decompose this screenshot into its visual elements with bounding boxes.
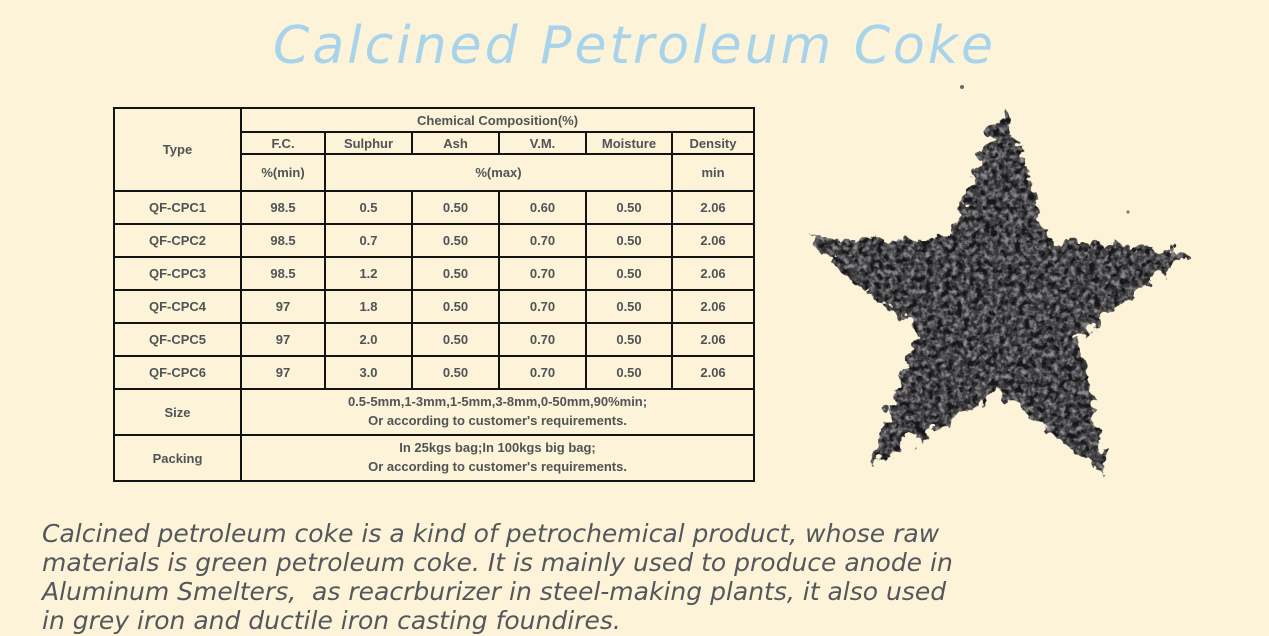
description-line-2: materials is green petroleum coke. It is… (42, 548, 953, 577)
table-body: QF-CPC1 98.5 0.5 0.50 0.60 0.50 2.06 QF-CPC2 98.… (113, 190, 756, 390)
row-value-cell: 0.70 (498, 355, 587, 390)
composition-header-cell: Chemical Composition(%) (239, 107, 756, 133)
row-value-cell: 0.50 (585, 355, 673, 390)
row-value-cell: 2.06 (670, 223, 756, 258)
table-header-row-2: F.C. Sulphur Ash V.M. Moisture Density (114, 131, 756, 155)
table-header-row-1: Type Chemical Composition(%) (113, 107, 756, 192)
column-header-moisture: Moisture (585, 131, 673, 155)
row-type-cell: QF-CPC5 (113, 322, 242, 357)
row-value-cell: 2.06 (670, 355, 756, 390)
column-header-vm: V.M. (498, 131, 587, 155)
row-value-cell: 98.5 (240, 256, 326, 291)
row-value-cell: 0.70 (498, 289, 587, 324)
row-value-cell: 0.50 (585, 322, 673, 357)
unit-min-cell: %(min) (240, 153, 326, 192)
size-row: Size 0.5-5mm,1-3mm,1-5mm,3-8mm,0-50mm,90… (113, 388, 756, 436)
row-value-cell: 0.70 (498, 256, 587, 291)
product-description: Calcined petroleum coke is a kind of pet… (42, 519, 953, 635)
column-header-sulphur: Sulphur (324, 131, 413, 155)
packing-line-2: Or according to customer's requirements. (368, 459, 627, 474)
row-value-cell: 0.50 (585, 223, 673, 258)
table-row: QF-CPC5 97 2.0 0.50 0.70 0.50 2.06 (113, 322, 756, 357)
row-value-cell: 3.0 (324, 355, 413, 390)
spec-table: Type Chemical Composition(%) F.C. Sulphu… (113, 107, 756, 482)
row-value-cell: 0.50 (411, 322, 500, 357)
size-value: 0.5-5mm,1-3mm,1-5mm,3-8mm,0-50mm,90%min;… (239, 388, 756, 436)
row-value-cell: 0.60 (498, 190, 587, 225)
row-value-cell: 98.5 (240, 223, 326, 258)
unit-max-cell: %(max) (324, 153, 673, 192)
size-line-1: 0.5-5mm,1-3mm,1-5mm,3-8mm,0-50mm,90%min; (347, 394, 648, 410)
coke-crumb-speck (960, 85, 964, 89)
row-value-cell: 0.50 (411, 256, 500, 291)
row-value-cell: 0.50 (585, 256, 673, 291)
type-header-cell: Type (113, 107, 242, 192)
packing-label: Packing (113, 434, 242, 482)
packing-value: In 25kgs bag;In 100kgs big bag; Or accor… (239, 434, 756, 482)
description-line-3: Aluminum Smelters, as reacrburizer in st… (42, 577, 947, 606)
coke-star-photo (788, 74, 1200, 526)
row-value-cell: 0.50 (411, 223, 500, 258)
row-value-cell: 0.50 (411, 355, 500, 390)
table-row: QF-CPC2 98.5 0.7 0.50 0.70 0.50 2.06 (113, 223, 756, 258)
size-label: Size (113, 388, 242, 436)
row-value-cell: 2.06 (670, 289, 756, 324)
star-shape (805, 104, 1186, 470)
table-row: QF-CPC1 98.5 0.5 0.50 0.60 0.50 2.06 (113, 190, 756, 225)
row-type-cell: QF-CPC4 (113, 289, 242, 324)
row-value-cell: 97 (240, 355, 326, 390)
column-header-density: Density (670, 131, 756, 155)
row-value-cell: 98.5 (240, 190, 326, 225)
row-value-cell: 0.50 (585, 190, 673, 225)
row-value-cell: 0.70 (498, 223, 587, 258)
row-value-cell: 2.06 (670, 322, 756, 357)
row-value-cell: 2.06 (670, 256, 756, 291)
page-title: Calcined Petroleum Coke (273, 16, 996, 76)
table-row: QF-CPC4 97 1.8 0.50 0.70 0.50 2.06 (113, 289, 756, 324)
row-type-cell: QF-CPC1 (113, 190, 242, 225)
unit-density-cell: min (670, 153, 756, 192)
row-type-cell: QF-CPC6 (113, 355, 242, 390)
row-value-cell: 0.7 (324, 223, 413, 258)
row-value-cell: 97 (240, 289, 326, 324)
description-line-4: in grey iron and ductile iron casting fo… (42, 606, 621, 635)
description-line-1: Calcined petroleum coke is a kind of pet… (42, 519, 940, 548)
row-value-cell: 0.70 (498, 322, 587, 357)
table-header-row-3: %(min) %(max) min (114, 153, 756, 192)
size-line-2: Or according to customer's requirements. (368, 413, 627, 428)
table-row: QF-CPC3 98.5 1.2 0.50 0.70 0.50 2.06 (113, 256, 756, 291)
packing-row: Packing In 25kgs bag;In 100kgs big bag; … (113, 434, 756, 482)
row-value-cell: 0.5 (324, 190, 413, 225)
row-value-cell: 0.50 (585, 289, 673, 324)
row-value-cell: 2.0 (324, 322, 413, 357)
row-value-cell: 1.2 (324, 256, 413, 291)
row-value-cell: 0.50 (411, 289, 500, 324)
table-row: QF-CPC6 97 3.0 0.50 0.70 0.50 2.06 (113, 355, 756, 390)
row-type-cell: QF-CPC2 (113, 223, 242, 258)
row-value-cell: 0.50 (411, 190, 500, 225)
row-value-cell: 1.8 (324, 289, 413, 324)
column-header-fc: F.C. (240, 131, 326, 155)
row-value-cell: 97 (240, 322, 326, 357)
coke-crumb-speck (1126, 210, 1130, 214)
row-value-cell: 2.06 (670, 190, 756, 225)
row-type-cell: QF-CPC3 (113, 256, 242, 291)
packing-line-1: In 25kgs bag;In 100kgs big bag; (399, 440, 596, 456)
coke-star-image (805, 85, 1186, 470)
column-header-ash: Ash (411, 131, 500, 155)
